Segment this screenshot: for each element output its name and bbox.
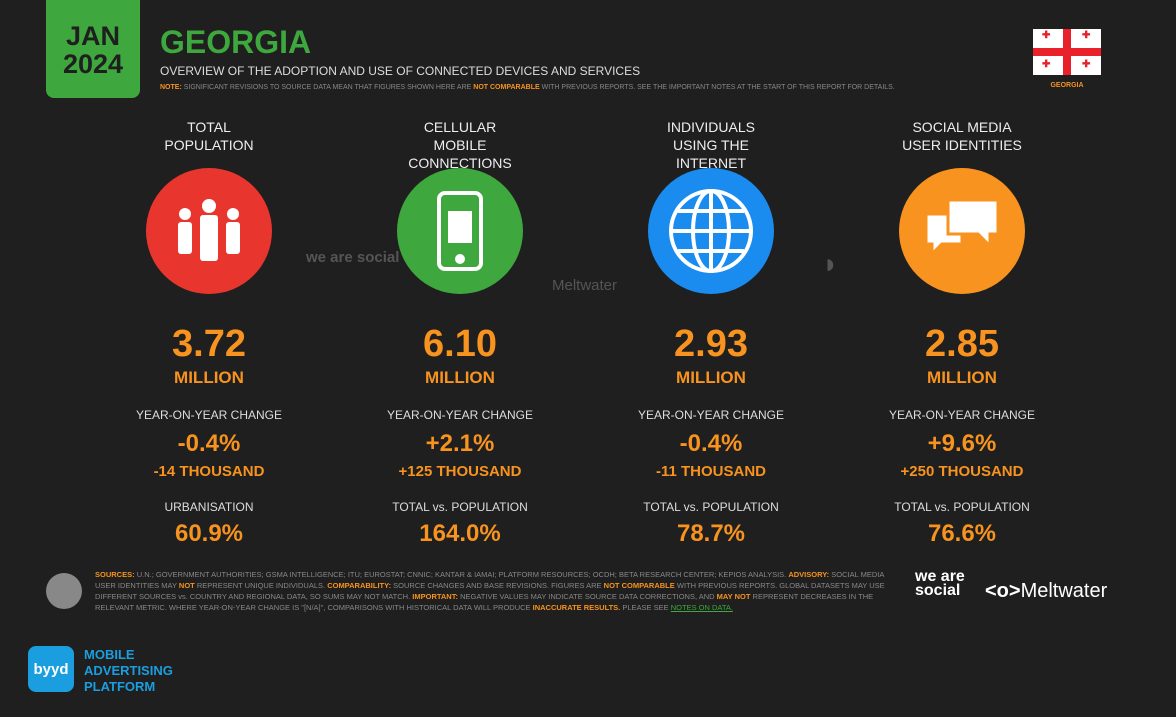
footer-notes: SOURCES: U.N.; GOVERNMENT AUTHORITIES; G… [95, 569, 895, 613]
note-text: SIGNIFICANT REVISIONS TO SOURCE DATA MEA… [183, 84, 472, 91]
meltwater-text: Meltwater [1020, 580, 1108, 602]
imp-label: IMPORTANT: [412, 592, 458, 601]
imp-hl-2: INACCURATE RESULTS. [532, 603, 621, 612]
byyd-logo[interactable]: byyd [28, 646, 74, 692]
comp-label: COMPARABILITY: [327, 581, 392, 590]
stat-label: TOTAL POPULATION [164, 119, 254, 153]
meltwater-logo: <o>Meltwater [985, 580, 1108, 602]
flag-label: GEORGIA [1050, 82, 1084, 89]
notes-on-data-link[interactable]: NOTES ON DATA. [670, 603, 733, 612]
yoy-absolute: +250 THOUSAND [900, 463, 1024, 480]
imp-hl: MAY NOT [716, 592, 751, 601]
stat-label: INDIVIDUALS USING THE INTERNET [667, 119, 755, 171]
secondary-value: 78.7% [676, 520, 746, 547]
note-text-2: WITH PREVIOUS REPORTS. SEE THE IMPORTANT… [541, 84, 895, 91]
stat-unit: MILLION [425, 368, 495, 387]
stat-label: CELLULAR MOBILE CONNECTIONS [408, 119, 512, 171]
secondary-label: URBANISATION [164, 500, 254, 514]
stat-column: SOCIAL MEDIA USER IDENTITIES 2.85 MILLIO… [862, 118, 1062, 548]
comp-hl: NOT COMPARABLE [603, 581, 675, 590]
imp-text-3: PLEASE SEE [622, 603, 669, 612]
page-title: GEORGIA [160, 24, 312, 60]
yoy-absolute: +125 THOUSAND [398, 463, 522, 480]
stat-value: 6.10 [423, 323, 497, 365]
georgia-flag-icon: ✚ ✚ ✚ ✚ [1033, 29, 1101, 75]
advisory-label: ADVISORY: [788, 570, 830, 579]
note-label: NOTE: [160, 84, 182, 91]
year: 2024 [62, 49, 124, 79]
stat-unit: MILLION [174, 368, 244, 387]
yoy-label: YEAR-ON-YEAR CHANGE [386, 408, 534, 422]
advisory-hl: NOT [178, 581, 195, 590]
secondary-label: TOTAL vs. POPULATION [643, 500, 779, 514]
yoy-absolute: -14 THOUSAND [153, 463, 265, 480]
advisory-text-2: REPRESENT UNIQUE INDIVIDUALS. [196, 581, 326, 590]
comp-text-2: WITH PREVIOUS REPORTS. GLOBAL DATASETS M… [95, 581, 885, 601]
advisory-text: SOCIAL MEDIA USER IDENTITIES MAY [95, 570, 884, 590]
yoy-percent: -0.4% [679, 430, 743, 457]
secondary-label: TOTAL vs. POPULATION [392, 500, 528, 514]
secondary-value: 76.6% [927, 520, 997, 547]
yoy-label: YEAR-ON-YEAR CHANGE [135, 408, 283, 422]
secondary-value: 60.9% [174, 520, 244, 547]
byyd-tagline: MOBILE ADVERTISING PLATFORM [84, 647, 173, 695]
sources-text: U.N.; GOVERNMENT AUTHORITIES; GSMA INTEL… [136, 570, 787, 579]
stat-label: SOCIAL MEDIA USER IDENTITIES [902, 119, 1022, 153]
note: NOTE: SIGNIFICANT REVISIONS TO SOURCE DA… [160, 84, 895, 91]
secondary-value: 164.0% [419, 520, 501, 547]
yoy-percent: +2.1% [425, 430, 495, 457]
yoy-absolute: -11 THOUSAND [655, 463, 767, 480]
month: JAN [65, 21, 120, 51]
stat-column: CELLULAR MOBILE CONNECTIONS 6.10 MILLION… [360, 118, 560, 548]
wearesocial-logo: we are social [915, 568, 965, 599]
tagline-2: ADVERTISING [84, 663, 173, 678]
yoy-percent: -0.4% [177, 430, 241, 457]
date-badge: JAN 2024 [46, 0, 140, 98]
tagline-3: PLATFORM [84, 679, 156, 694]
stat-value: 2.85 [925, 323, 999, 365]
imp-text: NEGATIVE VALUES MAY INDICATE SOURCE DATA… [460, 592, 715, 601]
yoy-label: YEAR-ON-YEAR CHANGE [888, 408, 1036, 422]
datareportal-icon: ◗ [822, 248, 839, 279]
meltwater-watermark: Meltwater [552, 277, 618, 294]
tagline-1: MOBILE [84, 647, 135, 662]
stat-column: INDIVIDUALS USING THE INTERNET 2.93 MILL… [611, 118, 811, 548]
sources-label: SOURCES: [95, 570, 135, 579]
yoy-percent: +9.6% [927, 430, 997, 457]
globe-icon [648, 168, 774, 294]
secondary-label: TOTAL vs. POPULATION [894, 500, 1030, 514]
stat-value: 3.72 [172, 323, 246, 365]
wearesocial-watermark: we are social [306, 249, 400, 266]
note-highlight: NOT COMPARABLE [473, 84, 540, 91]
stat-unit: MILLION [927, 368, 997, 387]
stat-column: TOTAL POPULATION 3.72 MILLION YEAR-ON-YE… [109, 118, 309, 548]
imp-text-2: REPRESENT DECREASES IN THE RELEVANT METR… [95, 592, 874, 612]
yoy-label: YEAR-ON-YEAR CHANGE [637, 408, 785, 422]
comp-text: SOURCE CHANGES AND BASE REVISIONS. FIGUR… [393, 581, 602, 590]
stat-value: 2.93 [674, 323, 748, 365]
stat-unit: MILLION [676, 368, 746, 387]
speech-bubbles-icon [899, 168, 1025, 294]
mobile-phone-icon [397, 168, 523, 294]
people-icon [146, 168, 272, 294]
placeholder-circle [46, 573, 82, 609]
subtitle: OVERVIEW OF THE ADOPTION AND USE OF CONN… [160, 64, 641, 78]
